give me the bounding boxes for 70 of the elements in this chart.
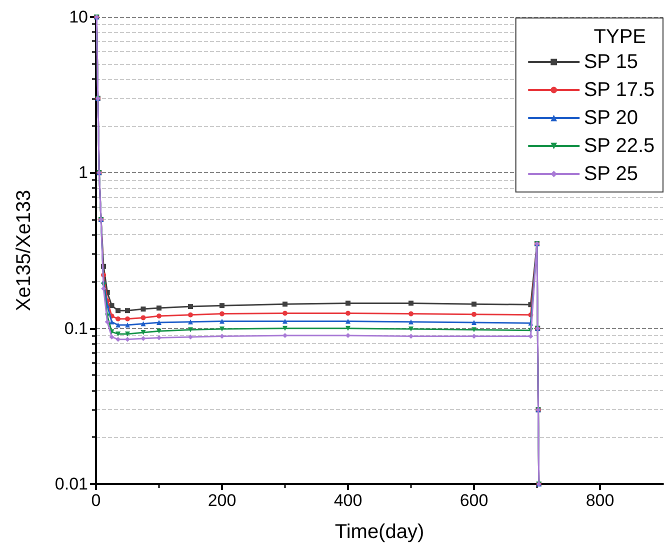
x-axis-title: Time(day): [334, 521, 424, 543]
point: [104, 319, 110, 324]
point: [472, 334, 476, 339]
legend-title: TYPE: [594, 26, 646, 48]
point: [125, 322, 130, 328]
y-axis-title: Xe135/Xe133: [13, 190, 35, 312]
point: [125, 331, 130, 336]
point: [140, 315, 146, 320]
x-tick-label: 600: [460, 491, 488, 510]
point: [109, 303, 114, 308]
point: [188, 319, 193, 324]
point: [408, 334, 414, 339]
x-tick-label: 400: [334, 491, 362, 510]
y-tick-label: 10: [69, 8, 88, 26]
legend-label: SP 22.5: [584, 135, 655, 157]
point: [109, 334, 114, 340]
x-tick-label: 0: [91, 491, 101, 510]
point: [346, 326, 350, 331]
point: [346, 332, 350, 338]
point: [188, 312, 193, 318]
point: [188, 334, 193, 340]
point: [472, 302, 476, 307]
point: [220, 311, 224, 316]
point: [346, 310, 350, 316]
point: [156, 314, 162, 319]
point: [408, 326, 414, 332]
point: [140, 330, 146, 336]
point: [282, 310, 288, 316]
point: [282, 326, 288, 331]
y-tick-label: 0.1: [64, 318, 88, 338]
point: [408, 300, 414, 306]
legend-label: SP 20: [584, 107, 638, 129]
point: [125, 308, 130, 314]
point: [346, 300, 350, 306]
point: [346, 318, 350, 324]
point: [140, 336, 146, 342]
point: [408, 319, 414, 324]
point: [101, 286, 106, 292]
point: [116, 308, 121, 314]
point: [125, 336, 130, 342]
x-tick-label: 200: [208, 491, 236, 510]
point: [140, 321, 146, 326]
point: [156, 335, 162, 340]
point: [220, 303, 224, 308]
point: [282, 318, 288, 324]
point: [408, 311, 414, 316]
point: [472, 327, 476, 332]
point: [282, 302, 288, 307]
point: [220, 334, 224, 339]
point: [116, 331, 121, 336]
point: [156, 306, 162, 311]
point: [220, 318, 224, 324]
legend-label: SP 15: [584, 51, 638, 73]
point: [140, 306, 146, 312]
x-tick-label: 800: [586, 491, 614, 510]
y-tick-label: 1: [78, 163, 88, 182]
point: [220, 326, 224, 332]
point: [116, 316, 121, 322]
point: [282, 332, 288, 338]
point: [188, 327, 193, 332]
point: [125, 316, 130, 322]
point: [116, 322, 121, 328]
point: [188, 304, 193, 310]
legend-label: SP 17.5: [584, 79, 655, 101]
point: [472, 312, 476, 317]
point: [472, 320, 476, 326]
point: [156, 320, 162, 326]
point: [156, 328, 162, 334]
legend-label: SP 25: [584, 163, 638, 185]
y-tick-label: 0.01: [54, 474, 88, 494]
